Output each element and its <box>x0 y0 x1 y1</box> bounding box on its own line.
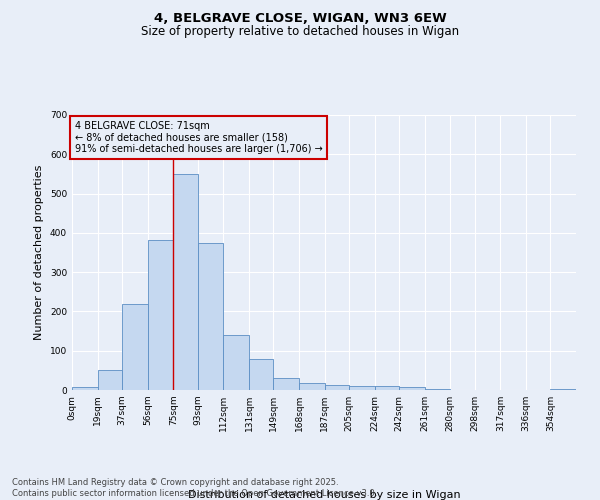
Bar <box>399 387 425 390</box>
Bar <box>173 174 197 390</box>
Text: 4 BELGRAVE CLOSE: 71sqm
← 8% of detached houses are smaller (158)
91% of semi-de: 4 BELGRAVE CLOSE: 71sqm ← 8% of detached… <box>75 121 322 154</box>
Bar <box>148 240 173 390</box>
Text: Size of property relative to detached houses in Wigan: Size of property relative to detached ho… <box>141 25 459 38</box>
Bar <box>249 360 274 390</box>
Bar <box>325 386 349 390</box>
Bar <box>122 304 148 390</box>
Bar <box>299 383 325 390</box>
Text: 4, BELGRAVE CLOSE, WIGAN, WN3 6EW: 4, BELGRAVE CLOSE, WIGAN, WN3 6EW <box>154 12 446 26</box>
Bar <box>274 378 299 390</box>
Bar <box>425 389 451 390</box>
Bar <box>349 386 374 390</box>
Bar <box>223 335 249 390</box>
Bar <box>374 386 399 390</box>
Bar <box>98 370 122 390</box>
X-axis label: Distribution of detached houses by size in Wigan: Distribution of detached houses by size … <box>188 490 460 500</box>
Bar <box>550 389 576 390</box>
Bar <box>72 387 98 390</box>
Bar <box>197 242 223 390</box>
Y-axis label: Number of detached properties: Number of detached properties <box>34 165 44 340</box>
Text: Contains HM Land Registry data © Crown copyright and database right 2025.
Contai: Contains HM Land Registry data © Crown c… <box>12 478 377 498</box>
